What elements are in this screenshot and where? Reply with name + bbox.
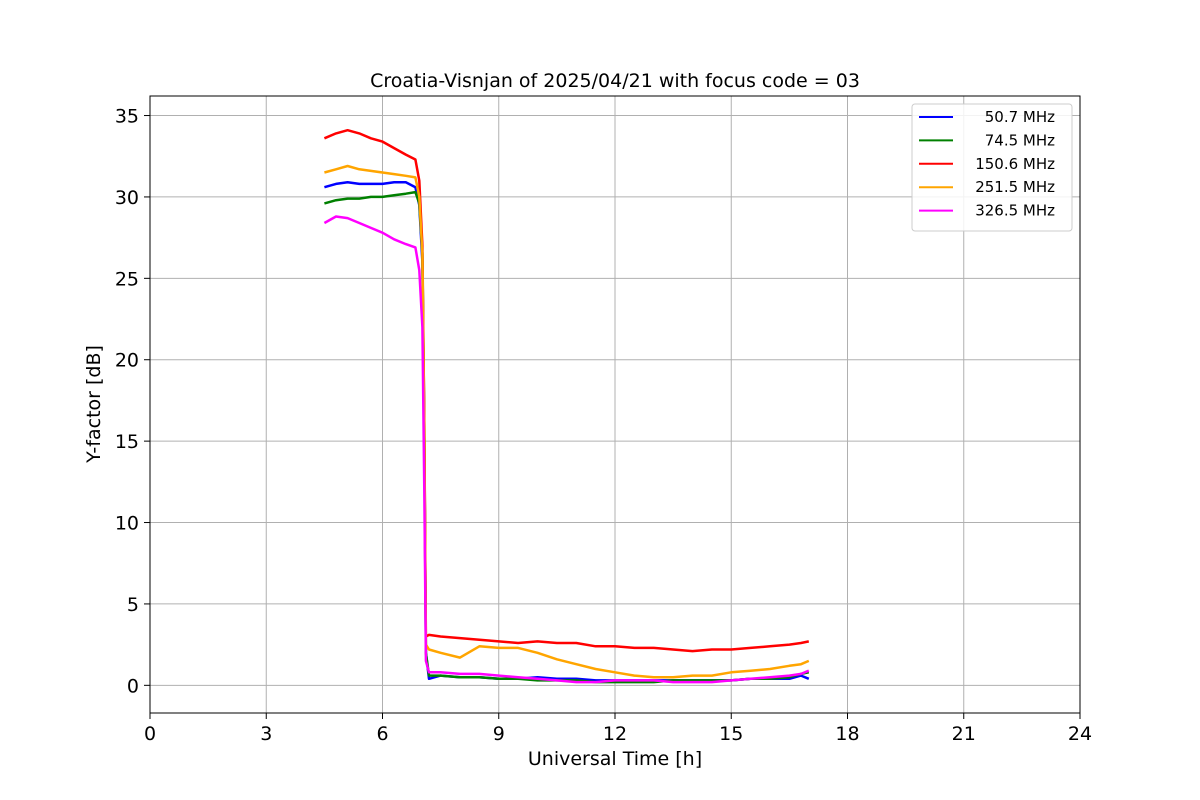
x-tick-label: 24 bbox=[1068, 723, 1092, 745]
legend-label: 150.6 MHz bbox=[975, 155, 1055, 173]
y-tick-label: 35 bbox=[115, 106, 139, 128]
y-tick-label: 30 bbox=[115, 187, 139, 209]
x-tick-label: 18 bbox=[835, 723, 859, 745]
series-line-5 bbox=[323, 215, 810, 684]
x-tick-label: 15 bbox=[719, 723, 743, 745]
legend-label: 50.7 MHz bbox=[985, 108, 1055, 126]
y-tick-label: 20 bbox=[115, 350, 139, 372]
x-tick-label: 9 bbox=[493, 723, 505, 745]
legend-label: 326.5 MHz bbox=[975, 202, 1055, 220]
y-tick-label: 25 bbox=[115, 268, 139, 290]
legend-label: 74.5 MHz bbox=[985, 131, 1055, 149]
y-tick-label: 5 bbox=[127, 594, 139, 616]
y-tick-label: 0 bbox=[127, 675, 139, 697]
legend-box bbox=[911, 103, 1073, 232]
legend-label: 251.5 MHz bbox=[975, 178, 1055, 196]
x-tick-label: 3 bbox=[260, 723, 272, 745]
chart-title: Croatia-Visnjan of 2025/04/21 with focus… bbox=[370, 70, 860, 92]
axis-ticks: 0 3 6 9 12 15 18 21 24 0 5 10 15 20 25 30 35 bbox=[115, 106, 1092, 745]
y-axis-label: Y-factor [dB] bbox=[83, 345, 105, 464]
series-line-4 bbox=[324, 164, 810, 679]
y-tick-label: 10 bbox=[115, 513, 139, 535]
x-axis-label: Universal Time [h] bbox=[528, 748, 702, 770]
series-line-3 bbox=[323, 128, 810, 653]
series-lines bbox=[323, 128, 810, 684]
x-tick-label: 6 bbox=[376, 723, 388, 745]
y-tick-label: 15 bbox=[115, 431, 139, 453]
legend-entries: 50.7 MHz 74.5 MHz 150.6 MHz 251.5 MHz 326.5 … bbox=[919, 108, 1055, 220]
x-tick-label: 12 bbox=[603, 723, 627, 745]
x-tick-label: 21 bbox=[952, 723, 976, 745]
legend: 50.7 MHz 74.5 MHz 150.6 MHz 251.5 MHz 326.5 … bbox=[911, 103, 1073, 232]
x-tick-label: 0 bbox=[144, 723, 156, 745]
